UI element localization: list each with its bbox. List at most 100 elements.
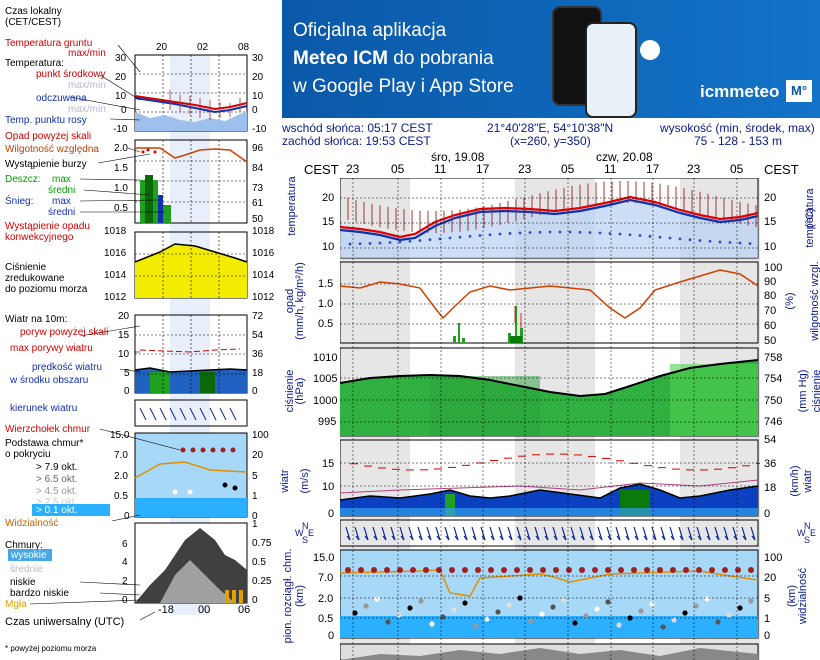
wind-tick: 54 [764,434,777,446]
press-tick: 1005 [313,373,338,385]
cloud-tick: 2.0 [318,593,334,605]
rain-max-label: max [52,174,71,185]
wind-arrow [624,526,630,541]
temp-axis-label: temperatura [286,176,298,236]
dew-point-dot [348,242,352,246]
temp-tick: 15 [322,216,335,228]
wind-arrow [363,526,369,541]
logo-dot [640,40,660,60]
soil-temp-label: Temperatura gruntu [5,38,93,49]
wind-arrow-head [490,535,495,541]
cloud-tick: 7.0 [318,572,334,584]
dew-point-dot [518,231,522,235]
felt-label: odczuwana [36,93,87,104]
wind-arrow-head [688,535,693,541]
cloud-base-dot [462,600,468,606]
compass-e: E [308,528,315,538]
tick: 2.0 [114,143,128,154]
cloud-top-dot [488,567,494,573]
wind-arrow [651,526,657,541]
tz-label: CEST [304,162,339,177]
tick: 30 [252,53,264,64]
dew-point-dot [378,241,382,245]
tz-label-right: CEST [764,162,799,177]
height-label: wysokość (min, środek, max) [660,121,815,135]
hour-tick: 11 [434,162,447,176]
tick: -10 [252,124,267,135]
compass-w: W [295,528,304,538]
low-clouds-label: niskie [10,577,36,588]
cloud-top-dot [553,567,559,573]
tick: 2 [122,576,128,587]
snow-label: Śnieg: [5,196,34,207]
okt-label: > 0.1 okt. [36,505,78,516]
dew-point-dot [648,234,652,238]
tick: 4 [122,557,128,568]
wind-arrow-head [436,535,441,541]
high-clouds-swatch [8,549,52,561]
cloud-top-dot [514,567,520,573]
tick: 1014 [104,270,127,281]
wind-arrow [462,526,468,541]
cloud-unit-label: (km) [294,585,306,607]
tick: 0.5 [252,557,266,568]
dew-point-dot [408,239,412,243]
hour-tick: 23 [518,162,532,176]
okt-highlight [32,504,110,516]
temp-maxmin-label: max/min [68,80,106,91]
press-tick: 1000 [313,395,338,407]
compass-w: W [797,528,806,538]
tick: 84 [252,163,264,174]
tick: 61 [252,198,264,209]
wind-arrow [633,526,639,541]
cloud-top-dot [540,567,546,573]
wind-arrow [696,526,702,541]
cloud-top-dot [462,567,468,573]
dew-point-dot [728,241,732,244]
banner-app-name: Meteo ICM [293,48,388,69]
storm-label: Wystąpienie burzy [5,159,87,170]
cloud-top-dot [592,567,598,573]
cloud-base-dot [627,615,633,621]
precip-unit-label: (mm/h, kg/m²/h) [294,262,306,340]
app-banner[interactable] [282,0,820,118]
wind-arrow-head [418,535,423,541]
tick: 0 [252,511,258,522]
compass-n: N [302,521,309,531]
cloud-top-dot [436,567,442,573]
tick: 10 [252,91,264,102]
wind-arrow-head [607,535,612,541]
tick: 2.0 [114,471,128,482]
bottom-tick: -18 [158,604,174,616]
rain-mean-label: średni [48,185,76,196]
hour-tick: 23 [346,162,360,176]
cloud-base-dot [682,610,688,616]
brand-badge: M° [786,80,812,102]
wind-arrow-head [580,535,585,541]
cloud-top-dot [605,567,611,573]
top-tick: 08 [238,42,250,53]
very-low-clouds-label: bardzo niskie [10,588,69,599]
dew-point-dot [458,235,462,239]
cloud-base-dot [374,596,380,602]
cloud-base-dot [484,616,490,622]
tick: 20 [252,450,264,461]
hum-tick: 70 [764,305,777,317]
precip-occ-label: Wystąpienie opadu [5,221,90,232]
dew-point-dot [658,235,662,239]
compass-left: N W S E [295,521,315,545]
legend-charts [29,44,248,621]
wind-arrow-head [643,535,648,541]
banner-line3: w Google Play i App Store [293,76,514,97]
dew-point-dot [608,232,612,235]
wind-arrow-head [517,535,522,541]
wind-arrow-head [454,535,459,541]
cloud-base-dot [550,604,556,610]
cloud-base-dot [506,602,512,608]
wind-arrow [507,526,513,541]
cloud-base-dot [396,612,402,618]
tick: 5 [252,471,258,482]
dew-point-dot [578,230,582,234]
press-tick: 746 [764,416,783,428]
cloud-base-dot [528,618,534,624]
